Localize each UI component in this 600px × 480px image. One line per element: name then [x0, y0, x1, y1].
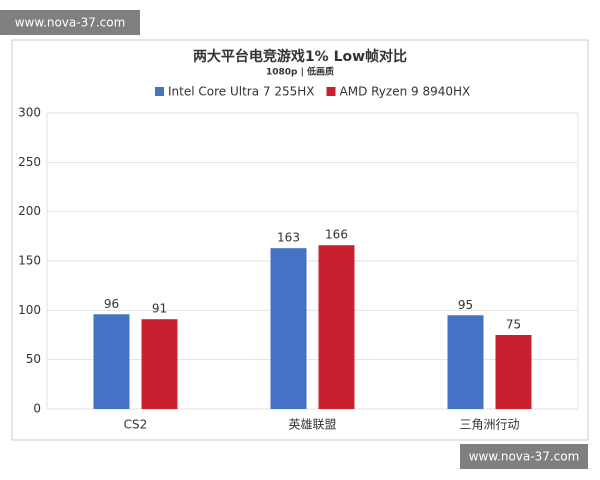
legend-swatch — [155, 87, 164, 96]
watermark-box — [0, 10, 140, 35]
y-tick-label: 300 — [18, 106, 41, 120]
x-tick-label: 三角洲行动 — [459, 418, 519, 432]
watermark: www.nova-37.com — [15, 16, 126, 30]
value-label: 166 — [325, 228, 348, 242]
value-label: 96 — [104, 297, 119, 311]
value-label: 95 — [458, 298, 473, 312]
bar — [93, 314, 130, 409]
chart-title: 两大平台电竞游戏1% Low帧对比 — [193, 48, 407, 65]
y-tick-label: 0 — [33, 402, 41, 416]
bar — [141, 319, 178, 409]
value-label: 75 — [506, 318, 521, 332]
value-label: 163 — [277, 231, 300, 245]
y-tick-label: 50 — [26, 352, 41, 366]
chart-subtitle: 1080p | 低画质 — [266, 66, 334, 78]
legend-swatch — [326, 87, 336, 96]
bar — [318, 245, 355, 409]
bar — [270, 248, 307, 409]
legend-label: AMD Ryzen 9 8940HX — [340, 85, 471, 99]
x-tick-label: CS2 — [124, 418, 148, 432]
bar — [495, 335, 532, 409]
bar — [447, 315, 484, 409]
y-tick-label: 100 — [18, 303, 41, 317]
x-tick-label: 英雄联盟 — [288, 417, 336, 432]
watermark: www.nova-37.com — [469, 450, 580, 464]
y-tick-label: 250 — [18, 155, 41, 169]
y-tick-label: 150 — [18, 254, 41, 268]
legend-label: Intel Core Ultra 7 255HX — [168, 85, 315, 99]
watermark-box — [460, 444, 588, 469]
value-label: 91 — [152, 302, 167, 316]
y-tick-label: 200 — [18, 204, 41, 218]
